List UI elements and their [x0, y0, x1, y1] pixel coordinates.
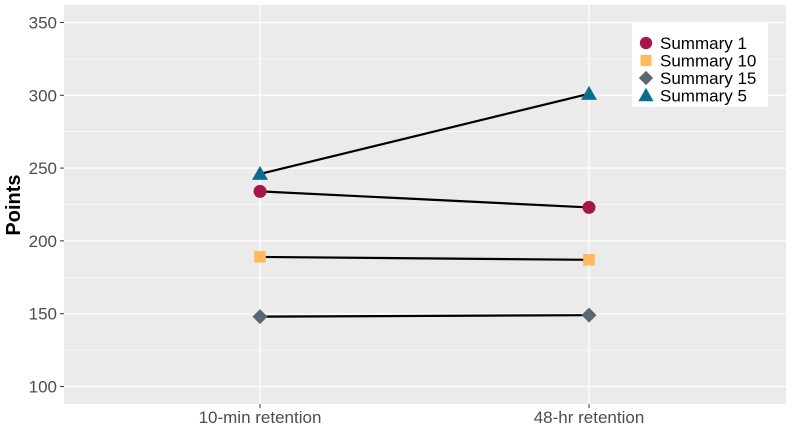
legend-label-summary-15: Summary 15 — [660, 69, 756, 88]
data-point-summary-5 — [581, 85, 597, 100]
y-tick-label: 250 — [29, 159, 57, 178]
series-line-summary-5 — [259, 92, 590, 175]
legend-key-summary-10 — [640, 54, 652, 67]
data-point-summary-5 — [252, 165, 268, 180]
y-axis-ticks: 100 150 200 250 300 350 — [29, 13, 64, 397]
grid-minor — [64, 58, 786, 351]
x-tick-label: 48-hr retention — [534, 408, 645, 427]
legend-background — [632, 23, 768, 107]
legend-key-summary-5 — [638, 87, 654, 102]
series-line-summary-15 — [259, 314, 590, 318]
data-point-summary-15 — [581, 307, 597, 323]
series-points — [252, 85, 597, 325]
legend-key-summary-1 — [639, 36, 653, 50]
data-point-summary-15 — [252, 309, 268, 325]
y-tick-label: 300 — [29, 86, 57, 105]
series-lines — [259, 92, 590, 318]
y-tick-label: 350 — [29, 13, 57, 32]
series-line-summary-1 — [259, 190, 590, 209]
legend-key-summary-15 — [638, 70, 654, 86]
y-tick-label: 150 — [29, 305, 57, 324]
y-tick-label: 100 — [29, 378, 57, 397]
legend-label-summary-1: Summary 1 — [660, 34, 747, 53]
y-tick-label: 200 — [29, 232, 57, 251]
legend-label-summary-10: Summary 10 — [660, 52, 756, 71]
data-point-summary-10 — [583, 254, 595, 266]
y-axis-title: Points — [3, 174, 25, 235]
data-point-summary-1 — [253, 184, 267, 198]
data-point-summary-10 — [254, 251, 266, 263]
x-tick-label: 10-min retention — [199, 408, 322, 427]
data-point-summary-1 — [582, 200, 596, 214]
legend-label-summary-5: Summary 5 — [660, 87, 747, 106]
x-axis-ticks: 10-min retention 48-hr retention — [199, 404, 645, 427]
series-line-summary-10 — [259, 255, 590, 261]
